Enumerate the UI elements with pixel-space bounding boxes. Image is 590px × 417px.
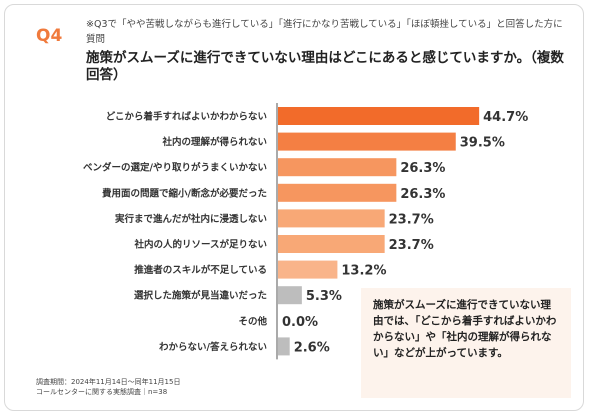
- survey-source: コールセンターに関する実態調査｜n=38: [36, 388, 168, 396]
- question-title: 施策がスムーズに進行できていない理由はどこにあると感じていますか。（複数回答）: [86, 50, 564, 83]
- category-label: 社内の人的リソースが足りない: [133, 239, 267, 251]
- bar: [278, 209, 385, 228]
- bar: [278, 183, 397, 202]
- bar: [278, 158, 397, 177]
- bar: [278, 132, 456, 151]
- category-label: 推進者のスキルが不足している: [134, 264, 267, 276]
- value-label: 44.7%: [483, 110, 528, 125]
- bar: [278, 260, 338, 279]
- value-label: 26.3%: [400, 187, 445, 202]
- value-label: 23.7%: [389, 238, 434, 253]
- bar: [278, 286, 302, 305]
- survey-footer: 調査期間：2024年11月14日〜同年11月15日 コールセンターに関する実態調…: [36, 377, 180, 397]
- question-condition-note: ※Q3で「やや苦戦しながらも進行している」「進行にかなり苦戦している」「ほぼ頓挫…: [86, 19, 563, 45]
- bar: [278, 107, 480, 125]
- value-label: 23.7%: [389, 212, 434, 227]
- value-label: 39.5%: [460, 136, 505, 151]
- category-label: その他: [238, 315, 267, 327]
- summary-note: 施策がスムーズに進行できていない理由では、「どこから着手すればよいかわからない」…: [361, 288, 571, 398]
- value-label: 26.3%: [400, 161, 445, 176]
- question-number: Q4: [36, 26, 63, 46]
- category-label: どこから着手すればよいかわからない: [106, 111, 267, 123]
- value-label: 2.6%: [294, 340, 330, 355]
- category-label: 選択した施策が見当違いだった: [134, 290, 267, 302]
- value-label: 13.2%: [341, 264, 386, 279]
- category-label: 社内の理解が得られない: [161, 136, 267, 148]
- category-label: ベンダーの選定/やり取りがうまくいかない: [83, 162, 267, 174]
- survey-period: 調査期間：2024年11月14日〜同年11月15日: [36, 378, 181, 386]
- bar: [278, 235, 385, 253]
- value-label: 5.3%: [306, 289, 342, 304]
- category-label: 実行まで進んだが社内に浸透しない: [115, 213, 267, 225]
- value-label: 0.0%: [282, 315, 318, 330]
- category-label: わからない/答えられない: [159, 341, 267, 353]
- category-label: 費用面の問題で縮小/断念が必要だった: [102, 187, 267, 199]
- bar: [278, 337, 290, 356]
